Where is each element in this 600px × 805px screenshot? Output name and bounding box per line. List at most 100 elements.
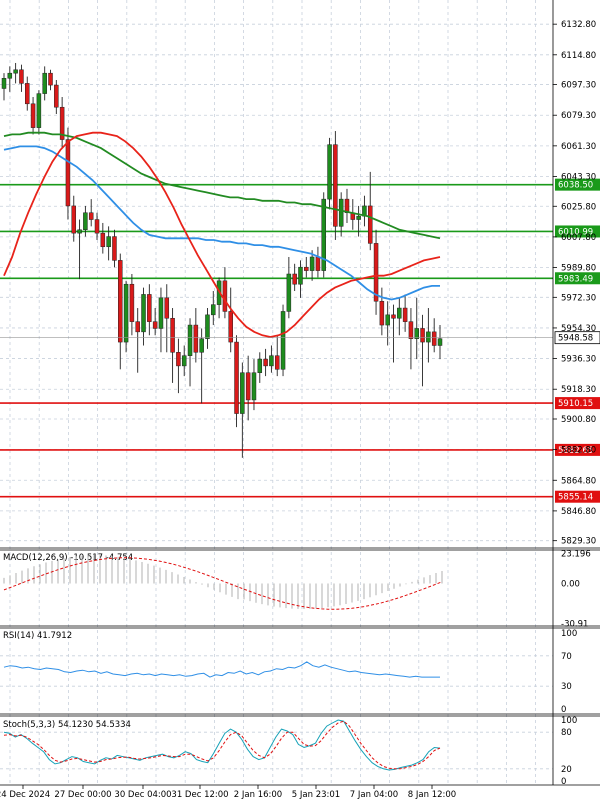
- current-price-label: 5948.58: [558, 334, 593, 344]
- candle-body: [94, 219, 100, 234]
- candle-body: [187, 324, 193, 356]
- candle-body: [309, 256, 315, 271]
- candle-body: [327, 144, 332, 200]
- resistance-level-tag: [555, 178, 600, 191]
- y-tick-label: 6079.30: [561, 111, 596, 121]
- candle-body: [385, 314, 390, 326]
- candle-body: [100, 232, 106, 248]
- candle-body: [397, 307, 402, 319]
- candle-body: [228, 311, 233, 343]
- candle-body: [292, 273, 297, 285]
- candle-body: [48, 72, 53, 86]
- candle-body: [112, 236, 117, 261]
- y-tick-label: 6043.30: [561, 172, 596, 182]
- candle-body: [402, 307, 408, 322]
- y-tick-label: 6114.80: [561, 51, 596, 61]
- y-tick-label: 5936.30: [561, 355, 596, 365]
- moving-average-green: [3, 131, 441, 240]
- candle-body: [118, 260, 123, 343]
- candle-body: [245, 372, 251, 401]
- stoch-y-tick-label: 20: [561, 765, 572, 775]
- candle-body: [193, 324, 199, 353]
- candle-body: [176, 352, 181, 367]
- resistance-level-tag: [555, 272, 600, 285]
- candle-body: [298, 266, 303, 285]
- candle-body: [106, 236, 111, 248]
- candle-body: [431, 331, 437, 346]
- candle-body: [71, 205, 77, 234]
- candle-body: [234, 341, 239, 414]
- y-tick-label: 6061.30: [561, 142, 596, 152]
- candle-body: [199, 338, 204, 353]
- candle-body: [222, 280, 228, 312]
- candle-body: [83, 212, 88, 231]
- moving-average-blue: [3, 145, 440, 301]
- candle-body: [333, 144, 338, 227]
- candle-body: [88, 212, 94, 220]
- candle-body: [13, 69, 18, 74]
- support-level-label: 5855.14: [558, 493, 593, 503]
- candle-body: [164, 297, 170, 319]
- candle-body: [280, 311, 286, 370]
- rsi-y-tick-label: 70: [561, 652, 572, 662]
- y-tick-label: 5900.80: [561, 415, 596, 425]
- candle-body: [437, 338, 443, 346]
- current-price-tag: [554, 331, 600, 345]
- stoch-main-line: [3, 719, 441, 771]
- rsi-line: [3, 661, 440, 678]
- candle-body: [408, 321, 414, 339]
- support-level-label: 5910.15: [558, 399, 593, 409]
- x-tick-label: 8 Jan 12:00: [408, 790, 456, 800]
- macd-panel[interactable]: MACD(12,26,9) -10.517 -4.754: [3, 553, 443, 610]
- stoch-title: Stoch(5,3,3) 54.1230 54.5334: [3, 720, 131, 730]
- candle-body: [152, 321, 158, 329]
- candle-body: [42, 72, 47, 94]
- candle-body: [30, 103, 36, 128]
- candle-body: [54, 84, 59, 108]
- candle-body: [373, 243, 379, 302]
- candle-body: [141, 294, 146, 333]
- candle-body: [205, 314, 210, 339]
- x-tick-label: 24 Dec 2024: [0, 790, 50, 800]
- candle-body: [338, 198, 344, 227]
- rsi-y-tick-label: 0: [561, 705, 566, 715]
- stoch-signal-line: [3, 720, 441, 770]
- candle-body: [356, 215, 361, 220]
- x-tick-label: 2 Jan 16:00: [234, 790, 282, 800]
- rsi-y-tick-label: 30: [561, 682, 572, 692]
- price-panel[interactable]: 6038.50 6010.99 5983.49 5910.15 5882.65 5855.…: [0, 62, 600, 503]
- stoch-panel[interactable]: Stoch(5,3,3) 54.1230 54.5334: [0, 719, 553, 771]
- y-tick-label: 6025.80: [561, 202, 596, 212]
- y-tick-label: 5918.30: [561, 385, 596, 395]
- candle-body: [315, 256, 321, 271]
- candle-body: [65, 139, 71, 207]
- y-tick-label: 6097.30: [561, 81, 596, 91]
- x-tick-label: 27 Dec 00:00: [54, 790, 111, 800]
- y-tick-label: 5989.80: [561, 264, 596, 274]
- rsi-title: RSI(14) 41.7912: [3, 631, 72, 641]
- candle-body: [304, 266, 309, 271]
- candle-body: [263, 358, 268, 367]
- candle-body: [19, 69, 24, 84]
- candle-body: [1, 78, 7, 89]
- candle-body: [321, 198, 326, 271]
- moving-average-red: [3, 131, 441, 338]
- candle-body: [123, 283, 129, 343]
- macd-y-tick-label: 23.196: [561, 550, 591, 560]
- rsi-panel[interactable]: RSI(14) 41.7912: [0, 631, 553, 687]
- candle-body: [240, 372, 245, 414]
- support-level-tag: [555, 490, 600, 503]
- candle-body: [59, 106, 65, 140]
- macd-y-tick-label: 0.00: [561, 579, 580, 589]
- support-level-tag: [555, 397, 600, 410]
- x-tick-label: 5 Jan 23:01: [292, 790, 340, 800]
- support-level-label: 5882.65: [558, 446, 593, 456]
- candle-body: [274, 355, 280, 370]
- resistance-level-tag: [555, 225, 600, 238]
- support-level-tag: [555, 443, 600, 456]
- candle-body: [129, 283, 135, 322]
- x-tick-label: 30 Dec 04:00: [114, 790, 171, 800]
